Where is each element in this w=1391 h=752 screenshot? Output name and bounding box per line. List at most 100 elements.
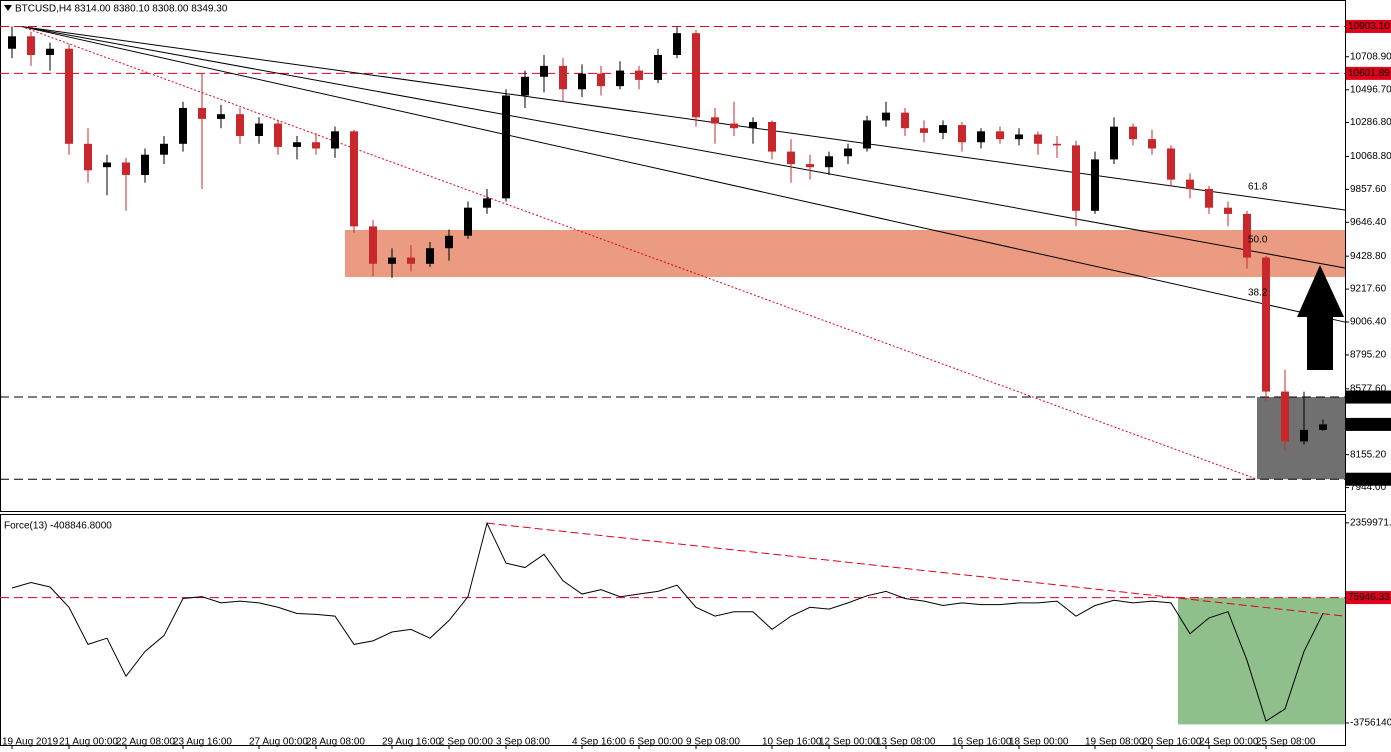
candle-body — [749, 121, 757, 129]
candle-body — [977, 131, 985, 143]
y-tick-label: 10068.80 — [1350, 151, 1391, 162]
level-label: 75946.33 — [1348, 592, 1390, 603]
x-tick-label: 16 Sep 16:00 — [952, 737, 1012, 748]
candle-body — [122, 162, 130, 175]
candle-body — [1129, 126, 1137, 140]
candle-body — [711, 117, 719, 124]
candle-body — [692, 33, 700, 118]
y-tick-label: 10708.90 — [1350, 51, 1391, 62]
y-tick-label: -3756140 — [1350, 718, 1391, 729]
x-tick-label: 28 Aug 08:00 — [306, 737, 365, 748]
candle-body — [1243, 213, 1251, 258]
candle-body — [844, 148, 852, 157]
y-tick-label: 9428.80 — [1350, 251, 1387, 262]
candle-body — [464, 207, 472, 236]
x-tick-label: 13 Sep 08:00 — [876, 737, 936, 748]
y-tick-label: 10286.80 — [1350, 117, 1391, 128]
candle-body — [1300, 429, 1308, 442]
x-tick-label: 19 Sep 08:00 — [1085, 737, 1145, 748]
x-tick-label: 2 Sep 00:00 — [439, 737, 493, 748]
candle-body — [407, 257, 415, 264]
fib-label: 50.0 — [1248, 235, 1268, 246]
force-frame — [0, 514, 1346, 746]
x-tick-label: 22 Aug 08:00 — [116, 737, 175, 748]
x-tick-label: 18 Sep 00:00 — [1009, 737, 1069, 748]
y-tick-label: 8155.20 — [1350, 449, 1387, 460]
candle-body — [673, 33, 681, 55]
candle-body — [84, 143, 92, 171]
menu-icon[interactable] — [4, 5, 12, 11]
level-label-box — [1346, 472, 1391, 486]
level-label: 10903.10 — [1348, 21, 1390, 32]
x-tick-label: 20 Sep 16:00 — [1142, 737, 1202, 748]
x-tick-label: 21 Aug 00:00 — [59, 737, 118, 748]
candle-body — [863, 120, 871, 149]
candle-body — [597, 73, 605, 87]
candle-body — [198, 107, 206, 119]
candle-body — [635, 70, 643, 80]
candle-body — [939, 125, 947, 133]
candle-body — [787, 151, 795, 165]
candle-body — [293, 142, 301, 147]
y-tick-label: 8795.20 — [1350, 350, 1387, 361]
x-tick-label: 10 Sep 16:00 — [762, 737, 822, 748]
level-label: 8524.80 — [1348, 392, 1385, 403]
candle-body — [217, 114, 225, 119]
x-tick-label: 3 Sep 08:00 — [496, 737, 550, 748]
candle-body — [1091, 159, 1099, 211]
force-title: Force(13) -408846.8000 — [4, 521, 112, 532]
candle-body — [1224, 207, 1232, 214]
candle-body — [901, 112, 909, 129]
candle-body — [616, 70, 624, 87]
candle-body — [1319, 424, 1327, 430]
candle-body — [255, 123, 263, 137]
y-tick-label: 10496.70 — [1350, 84, 1391, 95]
level-label-box — [1346, 390, 1391, 404]
candle-body — [559, 65, 567, 90]
candle-body — [882, 112, 890, 121]
x-tick-label: 4 Sep 16:00 — [572, 737, 626, 748]
candle-body — [1034, 134, 1042, 144]
candle-body — [958, 125, 966, 143]
candle-body — [179, 107, 187, 144]
x-tick-label: 24 Sep 00:00 — [1199, 737, 1259, 748]
candle-body — [502, 95, 510, 199]
price-label: 8349.30 — [1348, 419, 1385, 430]
y-tick-label: 7944.00 — [1350, 482, 1387, 493]
candle-body — [1205, 188, 1213, 208]
level-label: 7997.49 — [1348, 474, 1385, 485]
candle-body — [274, 123, 282, 147]
candle-body — [445, 235, 453, 249]
candle-body — [1262, 257, 1270, 392]
candle-body — [806, 164, 814, 168]
y-tick-label: 9857.60 — [1350, 184, 1387, 195]
level-label-box — [1346, 19, 1391, 33]
candle-body — [483, 198, 491, 208]
trend-line — [21, 25, 1346, 269]
y-tick-label: 8577.60 — [1350, 383, 1387, 394]
price-title: BTCUSD,H4 8314.00 8380.10 8308.00 8349.3… — [15, 4, 228, 15]
candle-body — [331, 131, 339, 149]
candle-body — [1072, 145, 1080, 211]
force-line — [11, 521, 1324, 722]
candle-body — [1148, 139, 1156, 149]
candle-body — [426, 248, 434, 264]
trend-line — [21, 25, 1346, 211]
price-label-box — [1346, 417, 1391, 431]
candle-body — [1053, 143, 1061, 146]
x-tick-label: 12 Sep 00:00 — [819, 737, 879, 748]
y-tick-label: 9646.40 — [1350, 217, 1387, 228]
x-tick-label: 6 Sep 00:00 — [629, 737, 683, 748]
candle-body — [8, 36, 16, 49]
candle-body — [27, 36, 35, 55]
candle-body — [1167, 148, 1175, 180]
candle-body — [65, 48, 73, 144]
x-tick-label: 29 Aug 16:00 — [382, 737, 441, 748]
x-tick-label: 27 Aug 00:00 — [249, 737, 308, 748]
candle-body — [540, 65, 548, 77]
candle-body — [1281, 391, 1289, 442]
candle-body — [730, 123, 738, 129]
candle-body — [103, 162, 111, 168]
candle-body — [768, 121, 776, 152]
